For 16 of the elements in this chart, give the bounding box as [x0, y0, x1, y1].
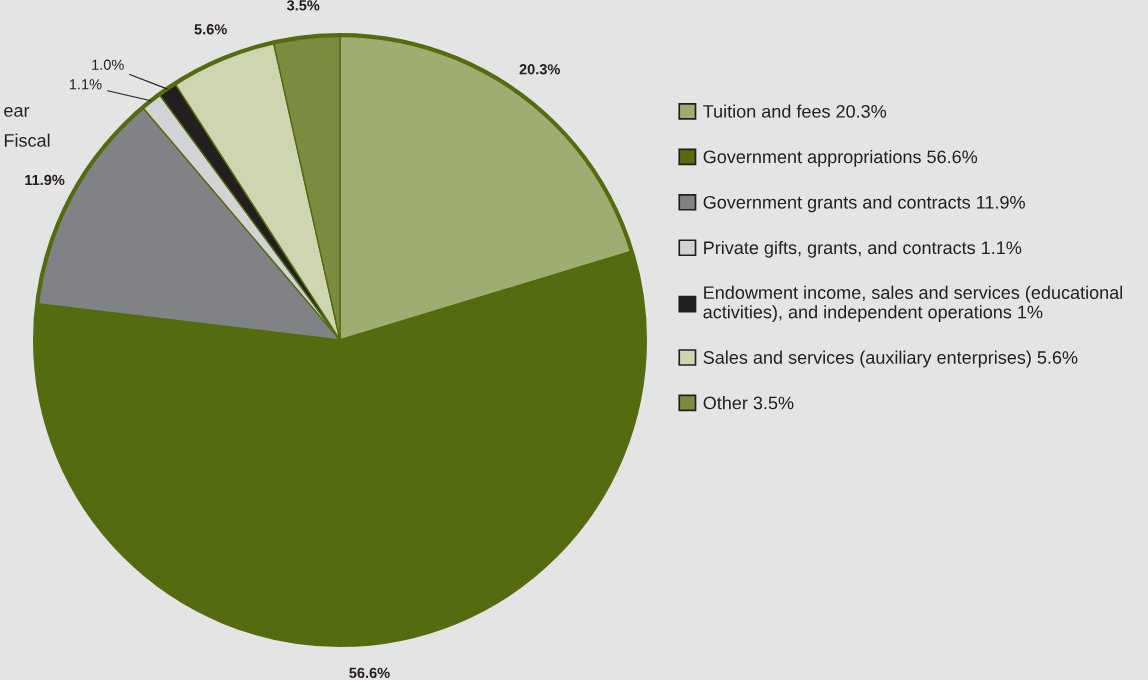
data-label: 1.1% — [69, 79, 102, 90]
data-label: 1.0% — [92, 59, 124, 70]
legend-label: Tuition and fees 20.3% — [703, 104, 887, 118]
text: Fiscal — [4, 133, 50, 147]
data-label: 20.3% — [519, 64, 560, 75]
text: ear — [4, 106, 30, 117]
data-label: 3.5% — [286, 0, 320, 11]
legend-label: Other 3.5% — [703, 396, 794, 410]
legend-label: Endowment income, sales and services (educational activities), and independent operations 1% — [703, 285, 1123, 322]
legend-label: Government appropriations 56.6% — [703, 149, 978, 167]
data-label: 56.6% — [349, 667, 390, 679]
data-label: 5.6% — [194, 24, 227, 35]
legend-label: Government grants and contracts 11.9% — [703, 195, 1025, 213]
data-label: 11.9% — [25, 174, 65, 186]
legend-label: Sales and services (auxiliary enterprises) 5.6% — [703, 350, 1078, 368]
legend-label: Private gifts, grants, and contracts 1.1% — [704, 240, 1022, 258]
